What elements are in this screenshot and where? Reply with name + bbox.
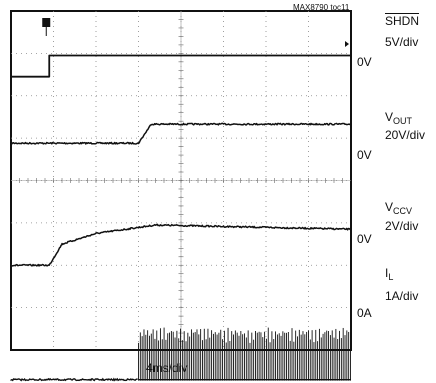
channel-1-name: SHDN — [385, 14, 420, 28]
channel-2-name: VOUT — [385, 111, 412, 128]
chart-markers — [42, 18, 349, 47]
channel-2-zero-label: 0V — [357, 148, 372, 162]
channel-4-name-sub: L — [388, 272, 394, 282]
channel-4-zero-label: 0A — [357, 306, 372, 320]
channel-2-trace — [10, 122, 352, 145]
chart-traces — [10, 54, 352, 382]
figure-id: MAX8790 toc11 — [293, 3, 350, 12]
channel-4-name: IL — [385, 267, 393, 284]
channel-1-trace — [10, 54, 352, 78]
x-axis-label: 4ms/div — [146, 361, 188, 375]
channel-4-name-main: I — [385, 266, 389, 280]
channel-3-name-main: V — [385, 200, 394, 214]
chart-grid — [10, 10, 352, 351]
channel-4-scale: 1A/div — [385, 289, 419, 303]
channel-1-zero-label: 0V — [357, 55, 372, 69]
channel-3-scale: 2V/div — [385, 219, 419, 233]
channel-3-trace — [10, 223, 352, 267]
channel-3-zero-label: 0V — [357, 232, 372, 246]
channel-2-scale: 20V/div — [385, 128, 426, 142]
channel-1-scale: 5V/div — [385, 35, 419, 49]
channel-3-name: VCCV — [385, 201, 412, 218]
channel-2-name-main: V — [385, 110, 394, 124]
trigger-marker-icon — [42, 18, 51, 27]
channel-3-name-sub: CCV — [393, 206, 413, 216]
channel-2-name-sub: OUT — [393, 116, 413, 126]
level-arrow-icon — [345, 41, 349, 47]
channel-4-trace — [10, 377, 138, 382]
